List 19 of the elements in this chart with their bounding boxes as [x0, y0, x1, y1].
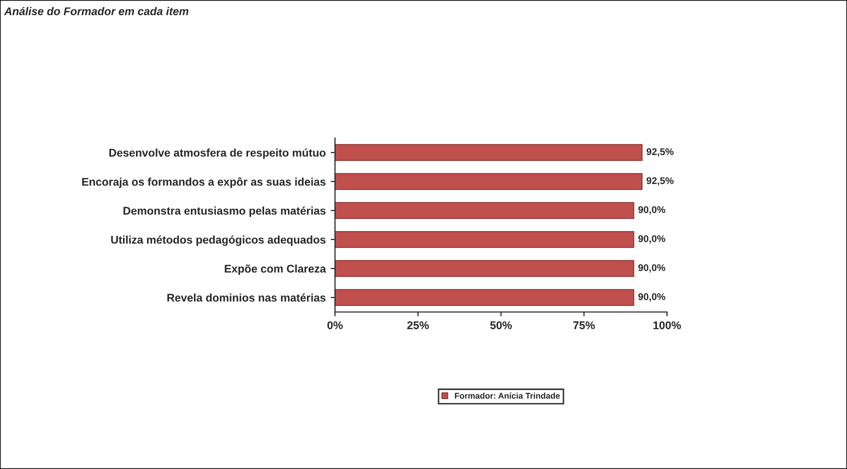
y-tick-label: Expõe com Clareza — [224, 264, 326, 275]
y-tick-label: Utiliza métodos pedagógicos adequados — [111, 235, 326, 246]
y-tick-label: Encoraja os formandos a expôr as suas ideias — [82, 177, 326, 188]
x-tick-label: 50% — [490, 321, 512, 330]
x-tick-label: 75% — [573, 321, 595, 330]
x-tick-label: 100% — [653, 321, 681, 330]
x-tick-label: 25% — [407, 321, 429, 330]
data-label: 90,0% — [638, 206, 666, 215]
data-label: 92,5% — [646, 148, 674, 157]
data-label: 90,0% — [638, 235, 666, 244]
data-label: 90,0% — [638, 264, 666, 273]
y-tick-label: Revela dominios nas matérias — [167, 293, 326, 302]
y-tick-label: Demonstra entusiasmo pelas matérias — [124, 206, 326, 217]
x-tick-label: 0% — [327, 321, 343, 330]
text: Análise do Formador em cada item — [4, 6, 188, 16]
data-label: 90,0% — [638, 293, 666, 302]
y-tick-label: Desenvolve atmosfera de respeito mútuo — [109, 148, 326, 159]
legend-label: Formador: Anícia Trindade — [454, 392, 560, 399]
data-label: 92,5% — [646, 177, 674, 186]
